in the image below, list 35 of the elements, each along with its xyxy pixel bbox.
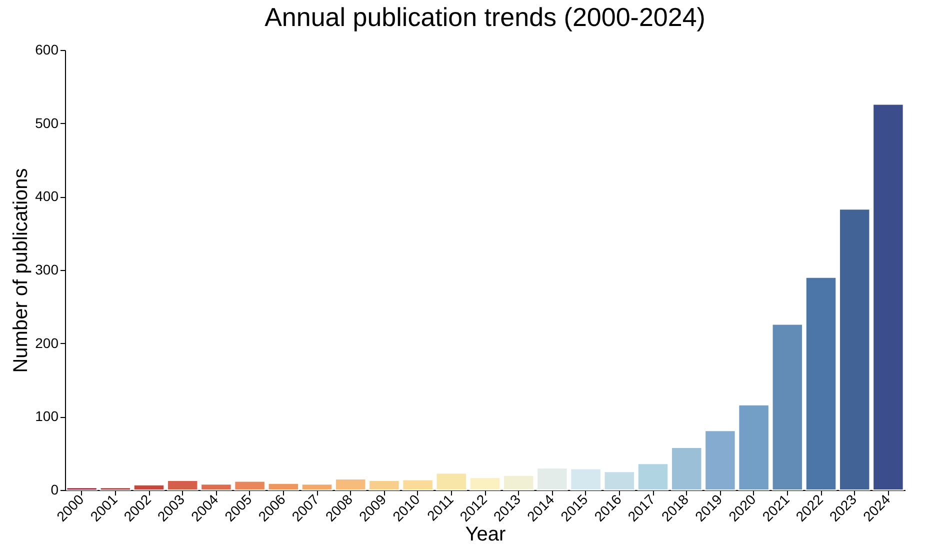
bar	[838, 208, 870, 490]
bar	[469, 477, 501, 490]
bar	[368, 480, 400, 490]
bar	[100, 487, 132, 490]
bar	[570, 468, 602, 490]
bar	[133, 484, 165, 490]
bar	[200, 484, 232, 490]
bar	[436, 472, 468, 490]
bar	[604, 471, 636, 490]
y-tick-label: 300	[35, 262, 59, 278]
bar	[738, 404, 770, 490]
bar	[334, 478, 366, 490]
y-tick-label: 200	[35, 334, 59, 351]
bar	[637, 463, 669, 490]
y-tick-label: 400	[35, 188, 59, 204]
bar	[872, 104, 904, 490]
bar	[805, 276, 837, 490]
bar	[166, 480, 198, 490]
bar	[502, 474, 534, 490]
bar	[536, 468, 568, 490]
bar	[704, 430, 736, 490]
x-axis-title: Year	[465, 523, 506, 546]
bar	[66, 487, 98, 490]
y-tick-label: 100	[35, 408, 59, 424]
y-tick-label: 500	[35, 114, 59, 131]
chart-title: Annual publication trends (2000-2024)	[264, 2, 706, 32]
bar	[670, 446, 702, 490]
bar	[234, 480, 266, 490]
y-axis-title: Number of publications	[10, 168, 32, 373]
bar	[402, 479, 434, 490]
bar	[301, 484, 333, 490]
bar	[268, 482, 300, 490]
bar	[772, 324, 804, 490]
y-tick-label: 600	[35, 42, 59, 58]
y-tick-label: 0	[50, 482, 59, 498]
